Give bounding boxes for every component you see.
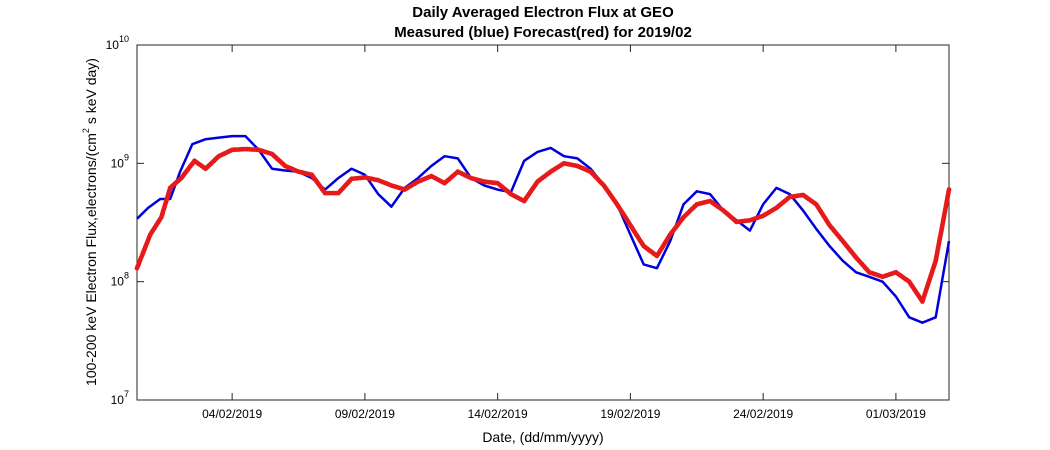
x-tick-label: 01/03/2019 — [866, 407, 926, 421]
x-tick-label: 09/02/2019 — [335, 407, 395, 421]
series-markers-forecast — [134, 146, 952, 304]
tick-layer: 04/02/2019 09/02/2019 14/02/2019 19/02/2019… — [106, 34, 949, 421]
y-tick-label: 108 — [111, 271, 129, 289]
y-tick-base: 10 — [111, 393, 125, 407]
y-tick-label: 1010 — [106, 34, 129, 52]
x-axis-label: Date, (dd/mm/yyyy) — [482, 429, 603, 445]
y-tick-exponent: 8 — [124, 271, 129, 281]
chart-title: Daily Averaged Electron Flux at GEO — [412, 4, 674, 21]
y-tick-exponent: 10 — [119, 34, 129, 44]
y-tick-label: 109 — [111, 152, 129, 170]
y-tick-base: 10 — [111, 275, 125, 289]
x-tick-label: 04/02/2019 — [202, 407, 262, 421]
y-tick-label: 107 — [111, 389, 129, 407]
y-tick-exponent: 9 — [124, 152, 129, 162]
plot-area — [136, 44, 950, 401]
series-line-measured — [136, 134, 951, 324]
y-axis-label-tail: s keV day) — [83, 58, 99, 128]
x-tick-label: 24/02/2019 — [733, 407, 793, 421]
chart-subtitle: Measured (blue) Forecast(red) for 2019/0… — [394, 24, 692, 41]
y-axis-label: 100-200 keV Electron Flux,electrons/(cm2… — [81, 58, 99, 386]
forecast-marker — [946, 187, 952, 193]
y-axis-label-main: 100-200 keV Electron Flux,electrons/(cm — [83, 133, 99, 386]
y-tick-base: 10 — [106, 38, 120, 52]
y-axis-label-superscript: 2 — [81, 128, 91, 133]
x-tick-label: 14/02/2019 — [468, 407, 528, 421]
y-tick-exponent: 7 — [124, 389, 129, 399]
series-layer — [134, 134, 952, 324]
x-tick-label: 19/02/2019 — [600, 407, 660, 421]
y-tick-base: 10 — [111, 156, 125, 170]
